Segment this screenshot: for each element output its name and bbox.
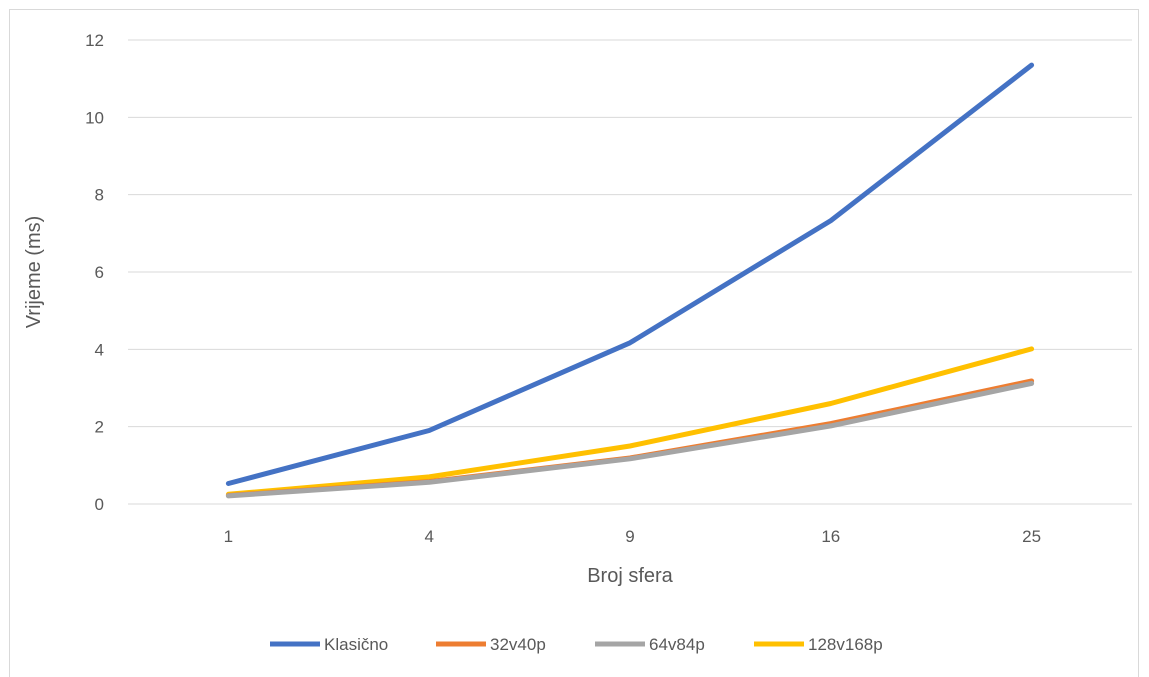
x-axis-title: Broj sfera (587, 565, 673, 587)
legend-item: Klasično (270, 635, 388, 654)
legend-item: 128v168p (754, 635, 883, 654)
legend-label: 64v84p (649, 635, 705, 654)
x-tick-label: 9 (625, 527, 634, 546)
y-tick-label: 10 (85, 108, 104, 127)
series-line-32v40p (225, 378, 1035, 498)
legend-label: Klasično (324, 635, 388, 654)
y-tick-labels: 0 2 4 6 8 10 12 (85, 31, 104, 514)
y-tick-label: 6 (95, 263, 104, 282)
y-tick-label: 0 (95, 495, 104, 514)
y-tick-label: 4 (95, 340, 104, 359)
x-tick-label: 25 (1022, 527, 1041, 546)
series-line-128v168p (225, 346, 1035, 497)
series-lines (225, 62, 1035, 499)
legend-item: 64v84p (595, 635, 705, 654)
x-tick-label: 4 (424, 527, 433, 546)
x-tick-labels: 1 4 9 16 25 (224, 527, 1041, 546)
y-tick-label: 12 (85, 31, 104, 50)
series-line-klasično (225, 62, 1035, 486)
legend: Klasično 32v40p 64v84p 128v168p (270, 635, 883, 654)
legend-label: 32v40p (490, 635, 546, 654)
x-tick-label: 16 (821, 527, 840, 546)
y-axis-title: Vrijeme (ms) (23, 216, 45, 329)
y-tick-label: 8 (95, 186, 104, 205)
gridlines (128, 39, 1132, 505)
legend-label: 128v168p (808, 635, 883, 654)
legend-item: 32v40p (436, 635, 546, 654)
y-tick-label: 2 (95, 418, 104, 437)
series-line-64v84p (225, 380, 1035, 499)
chart-frame (9, 9, 1139, 677)
x-tick-label: 1 (224, 527, 233, 546)
